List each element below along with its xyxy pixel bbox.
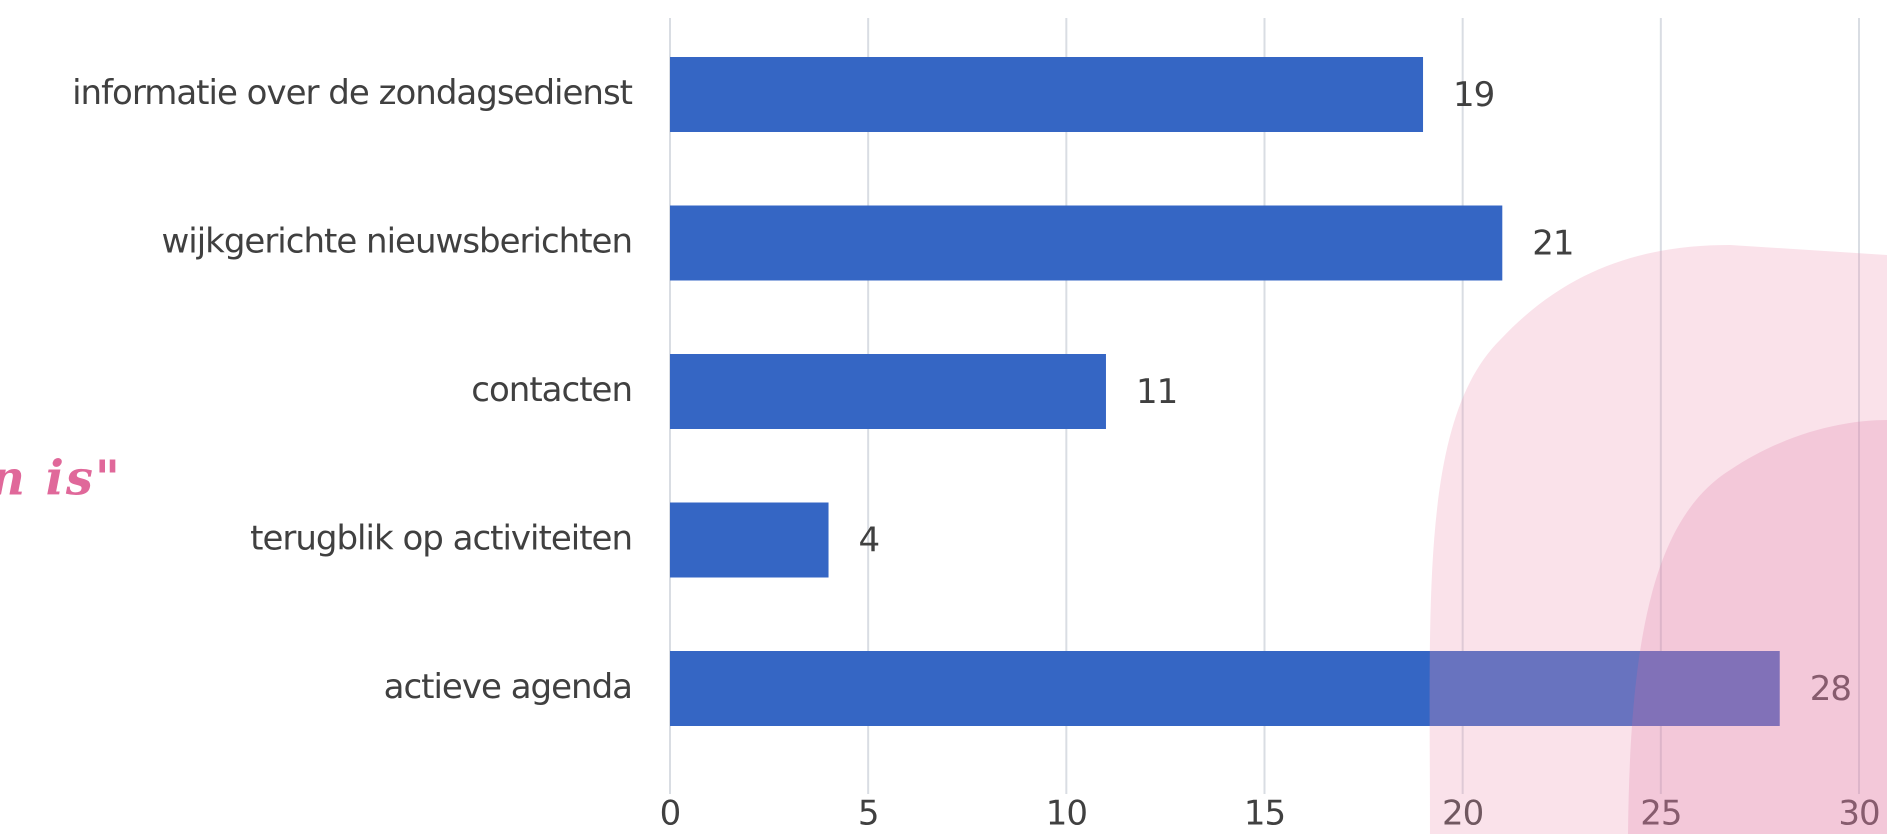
bar (670, 502, 829, 578)
x-tick-label: 5 (858, 794, 879, 834)
bar (670, 651, 1780, 726)
data-label: 4 (859, 521, 880, 561)
x-tick-label: 0 (660, 794, 681, 834)
y-tick-label: actieve agenda (384, 667, 632, 707)
bar (670, 57, 1424, 132)
x-tick-label: 20 (1442, 794, 1483, 834)
decoration (1429, 245, 1887, 834)
x-tick-label: 10 (1046, 794, 1087, 834)
bar (670, 354, 1106, 429)
x-tick-label: 30 (1838, 794, 1879, 834)
data-label: 28 (1810, 669, 1851, 709)
y-tick-label: contacten (471, 370, 632, 410)
plot: 0 5 10 15 20 25 30 informatie over de zondagsed… (72, 18, 1881, 834)
blob (1429, 245, 1887, 834)
data-label: 11 (1136, 372, 1177, 412)
y-tick-label: wijkgerichte nieuwsberichten (161, 222, 632, 262)
x-tick-label: 25 (1640, 794, 1681, 834)
data-label: 19 (1453, 75, 1494, 115)
y-tick-label: terugblik op activiteiten (250, 519, 632, 559)
y-tick-label: informatie over de zondagsedienst (72, 73, 633, 113)
bar (670, 205, 1503, 281)
blob (1628, 420, 1887, 834)
x-tick-label: 15 (1244, 794, 1285, 834)
data-label: 21 (1532, 224, 1573, 264)
annotation: n is" (0, 451, 122, 507)
